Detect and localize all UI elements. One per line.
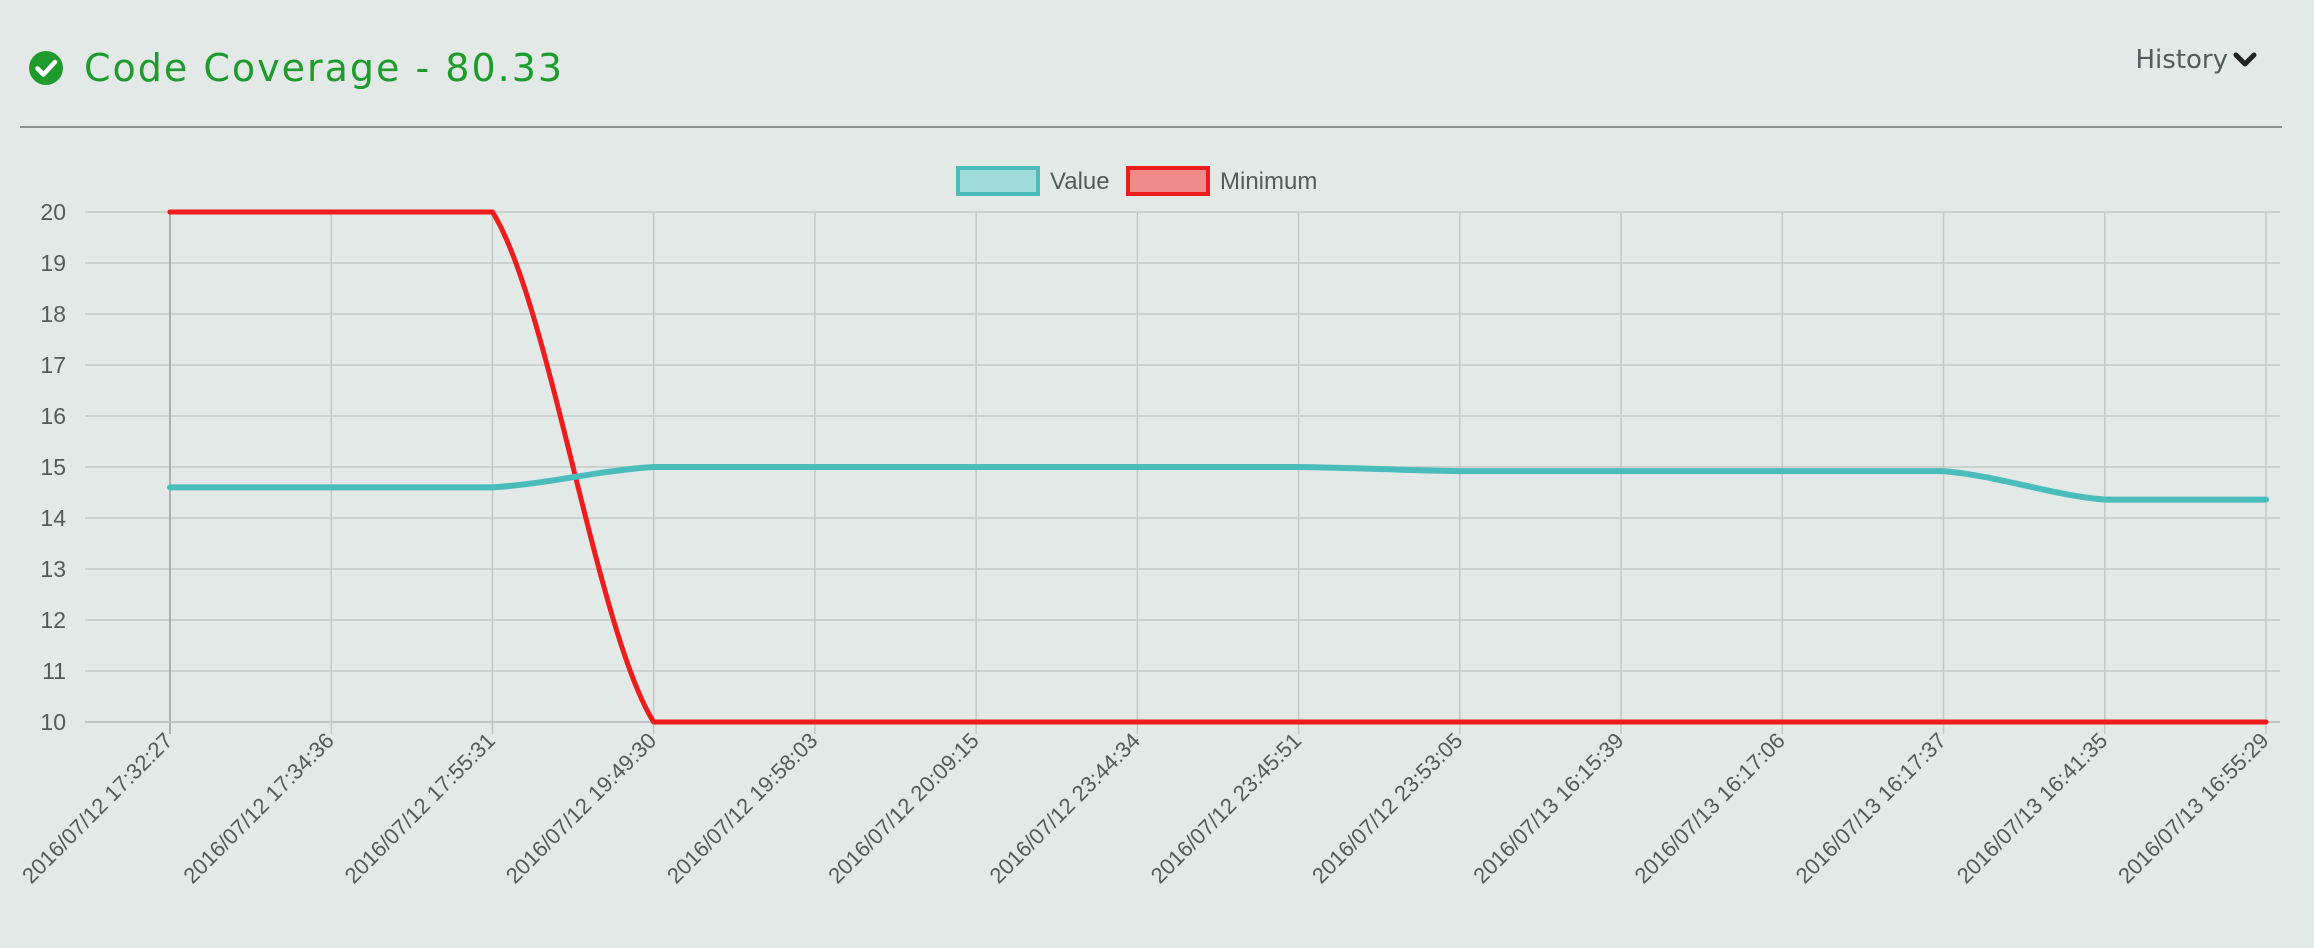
chart-header: Code Coverage - 80.33 History — [0, 0, 2314, 128]
x-tick-label: 2016/07/12 17:34:36 — [178, 728, 338, 888]
y-tick-label: 14 — [40, 505, 66, 531]
minimum-point — [2102, 719, 2108, 725]
value-point — [1134, 464, 1140, 470]
minimum-point — [2263, 719, 2269, 725]
y-tick-label: 11 — [42, 658, 66, 684]
y-tick-label: 12 — [40, 607, 66, 633]
x-tick-label: 2016/07/13 16:41:35 — [1952, 728, 2112, 888]
minimum-point — [167, 209, 173, 215]
legend-label-minimum: Minimum — [1220, 168, 1317, 195]
x-tick-label: 2016/07/12 19:49:30 — [501, 728, 661, 888]
x-tick-label: 2016/07/12 23:53:05 — [1307, 728, 1467, 888]
x-tick-label: 2016/07/12 19:58:03 — [662, 728, 822, 888]
minimum-point — [1779, 719, 1785, 725]
x-tick-label: 2016/07/13 16:17:37 — [1791, 728, 1951, 888]
value-series-line — [167, 463, 2269, 503]
value-point — [2263, 497, 2269, 503]
minimum-series-line — [167, 209, 2269, 725]
y-tick-label: 15 — [40, 454, 66, 480]
history-label: History — [2135, 45, 2229, 75]
y-tick-label: 16 — [40, 403, 66, 429]
minimum-point — [1134, 719, 1140, 725]
check-circle-icon — [29, 51, 63, 85]
x-tick-label: 2016/07/12 17:32:27 — [17, 728, 177, 888]
minimum-point — [328, 209, 334, 215]
x-tick-label: 2016/07/12 20:09:15 — [823, 728, 983, 888]
legend-swatch-minimum — [1126, 166, 1210, 196]
chevron-down-icon — [2233, 52, 2257, 67]
coverage-line-chart: 10 11 12 13 14 15 16 17 18 19 20 2016/07/12 17:32:2… — [17, 166, 2280, 888]
y-tick-label: 17 — [40, 352, 66, 378]
value-point — [1941, 468, 1947, 474]
x-tick-label: 2016/07/12 17:55:31 — [340, 728, 500, 888]
minimum-point — [812, 719, 818, 725]
minimum-point — [489, 209, 495, 215]
y-tick-label: 19 — [40, 250, 66, 276]
value-point — [812, 464, 818, 470]
y-tick-label: 18 — [40, 301, 66, 327]
value-point — [167, 484, 173, 490]
value-point — [973, 464, 979, 470]
value-point — [2102, 497, 2108, 503]
value-point — [651, 464, 657, 470]
x-tick-label: 2016/07/13 16:15:39 — [1468, 728, 1628, 888]
history-dropdown-button[interactable]: History — [2136, 40, 2259, 80]
value-point — [489, 484, 495, 490]
value-point — [1779, 468, 1785, 474]
value-point — [1296, 464, 1302, 470]
value-point — [328, 484, 334, 490]
y-tick-label: 20 — [40, 199, 66, 225]
minimum-point — [1457, 719, 1463, 725]
value-point — [1457, 468, 1463, 474]
x-tick-label: 2016/07/13 16:55:29 — [2113, 728, 2273, 888]
x-tick-label: 2016/07/12 23:45:51 — [1146, 728, 1306, 888]
y-tick-label: 13 — [40, 556, 66, 582]
header-divider — [20, 126, 2282, 128]
minimum-point — [651, 719, 657, 725]
legend-swatch-value — [956, 166, 1040, 196]
minimum-point — [973, 719, 979, 725]
minimum-point — [1296, 719, 1302, 725]
minimum-point — [1618, 719, 1624, 725]
legend-label-value: Value — [1050, 168, 1110, 195]
y-tick-label: 10 — [40, 709, 66, 735]
value-point — [1618, 468, 1624, 474]
x-tick-label: 2016/07/12 23:44:34 — [985, 728, 1145, 888]
page-title: Code Coverage - 80.33 — [84, 46, 565, 90]
x-tick-label: 2016/07/13 16:17:06 — [1629, 728, 1789, 888]
minimum-point — [1941, 719, 1947, 725]
